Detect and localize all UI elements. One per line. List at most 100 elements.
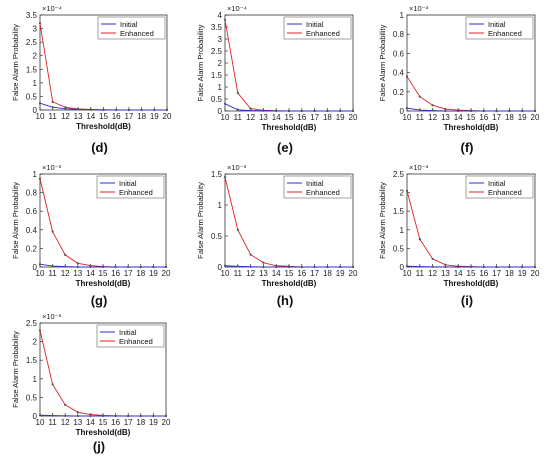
panel-label: (i) <box>461 293 473 308</box>
data-point <box>287 109 291 113</box>
y-tick-label: 1 <box>400 11 405 20</box>
x-tick-label: 20 <box>349 269 358 278</box>
data-point <box>249 265 252 268</box>
y-tick-label: 1 <box>33 79 38 88</box>
data-point <box>418 95 421 98</box>
panel-label: (e) <box>277 140 293 155</box>
data-point <box>405 75 409 78</box>
x-tick-label: 13 <box>441 113 450 122</box>
data-point <box>287 265 291 269</box>
data-point <box>51 264 54 268</box>
x-tick-label: 19 <box>336 113 345 122</box>
data-point <box>51 414 54 417</box>
data-point <box>76 265 79 269</box>
x-tick-label: 20 <box>531 113 540 122</box>
x-tick-label: 14 <box>454 269 463 278</box>
data-point <box>51 100 54 103</box>
y-tick-label: 0 <box>218 107 223 116</box>
data-point <box>165 108 169 112</box>
x-tick-label: 13 <box>441 269 450 278</box>
y-tick-label: 2.5 <box>26 319 38 328</box>
x-axis-label: Threshold(dB) <box>262 279 317 288</box>
data-point <box>223 102 227 105</box>
panel-label: (g) <box>91 293 108 308</box>
data-point <box>262 109 265 112</box>
legend-label: Initial <box>488 179 506 188</box>
data-point <box>140 108 143 112</box>
x-tick-label: 18 <box>136 418 145 427</box>
data-point <box>444 109 447 113</box>
data-point <box>405 107 409 110</box>
legend-label: Enhanced <box>120 29 154 38</box>
panel-label: (f) <box>461 140 474 155</box>
x-tick-label: 14 <box>272 113 281 122</box>
x-tick-label: 14 <box>86 112 95 121</box>
data-point <box>262 265 265 269</box>
y-tick-label: 0.6 <box>26 207 38 216</box>
y-tick-label: 0.5 <box>26 393 38 402</box>
data-point <box>482 109 485 113</box>
data-point <box>152 265 155 269</box>
x-tick-label: 15 <box>285 113 294 122</box>
x-tick-label: 16 <box>111 418 120 427</box>
legend-label: Enhanced <box>119 337 153 346</box>
data-point <box>313 109 316 113</box>
data-point <box>339 109 342 113</box>
data-point <box>405 265 409 268</box>
y-axis-label: False Alarm Probability <box>11 24 20 101</box>
x-tick-label: 20 <box>531 269 540 278</box>
data-point <box>533 265 537 269</box>
y-tick-label: 0 <box>218 263 223 272</box>
x-tick-label: 18 <box>505 269 514 278</box>
x-tick-label: 18 <box>323 269 332 278</box>
x-tick-label: 14 <box>454 113 463 122</box>
x-tick-label: 11 <box>48 418 57 427</box>
data-point <box>236 228 239 231</box>
y-tick-label: 0 <box>33 263 38 272</box>
x-tick-label: 14 <box>86 269 95 278</box>
data-point <box>339 265 342 269</box>
data-point <box>431 109 434 112</box>
data-point <box>431 265 434 268</box>
x-tick-label: 13 <box>73 418 82 427</box>
panel-label: (h) <box>277 293 294 308</box>
y-tick-label: 2.5 <box>393 170 405 179</box>
legend-label: Initial <box>119 179 137 188</box>
y-tick-label: 2.5 <box>211 47 223 56</box>
y-exponent-label: ×10⁻⁴ <box>227 4 247 13</box>
data-point <box>223 176 227 179</box>
x-tick-label: 12 <box>428 269 437 278</box>
y-tick-label: 1 <box>218 83 223 92</box>
data-point <box>521 265 524 269</box>
data-point <box>223 18 227 21</box>
data-point <box>127 265 130 269</box>
x-tick-label: 17 <box>124 112 133 121</box>
chart-panel-3: 10 11 12 13 14 15 16 17 18 19 2000.20.40.60.81×10⁻… <box>378 4 540 155</box>
x-tick-label: 20 <box>163 112 172 121</box>
legend-label: Initial <box>119 328 137 337</box>
data-point <box>152 414 155 418</box>
x-tick-label: 19 <box>149 418 158 427</box>
y-tick-label: 4 <box>218 11 223 20</box>
y-tick-label: 0.4 <box>393 69 405 78</box>
legend-label: Enhanced <box>306 29 340 38</box>
chart-panel-7: 10 11 12 13 14 15 16 17 18 19 2000.511.522.5×10⁻³T… <box>11 312 171 454</box>
y-exponent-label: ×10⁻³ <box>227 163 247 172</box>
y-axis-label: False Alarm Probability <box>11 331 20 408</box>
data-point <box>64 414 67 417</box>
x-tick-label: 17 <box>124 418 133 427</box>
x-tick-label: 11 <box>416 269 425 278</box>
panel-label: (j) <box>93 439 105 454</box>
data-point <box>64 265 67 268</box>
y-tick-label: 0.2 <box>26 244 38 253</box>
legend-label: Enhanced <box>488 188 522 197</box>
x-tick-label: 10 <box>36 112 45 121</box>
y-tick-label: 0 <box>400 263 405 272</box>
y-tick-label: 0.5 <box>393 244 405 253</box>
x-tick-label: 19 <box>518 269 527 278</box>
x-tick-label: 12 <box>428 113 437 122</box>
x-tick-label: 10 <box>403 113 412 122</box>
